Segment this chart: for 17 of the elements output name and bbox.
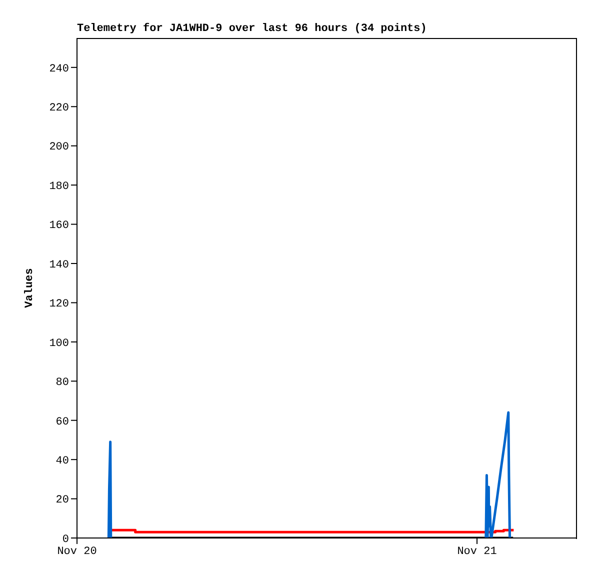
x-tick-label: Nov 20	[57, 546, 97, 558]
y-tick-label: 180	[49, 180, 69, 193]
y-tick-label: 40	[56, 455, 69, 468]
y-tick-label: 140	[49, 259, 69, 272]
y-tick-label: 160	[49, 220, 69, 232]
y-tick-label: 100	[49, 338, 69, 350]
y-tick-label: 20	[56, 494, 69, 507]
y-tick-label: 80	[56, 377, 69, 390]
y-axis-title: Values	[24, 268, 36, 308]
y-tick-label: 240	[49, 63, 69, 76]
x-tick-label: Nov 21	[457, 546, 498, 558]
y-tick-label: 120	[49, 298, 69, 311]
y-tick-label: 200	[49, 142, 69, 154]
y-tick-label: 60	[56, 416, 69, 428]
y-tick-label: 220	[49, 102, 69, 115]
chart-title: Telemetry for JA1WHD-9 over last 96 hours (34 points)	[77, 23, 427, 35]
y-tick-label: 0	[62, 534, 69, 546]
